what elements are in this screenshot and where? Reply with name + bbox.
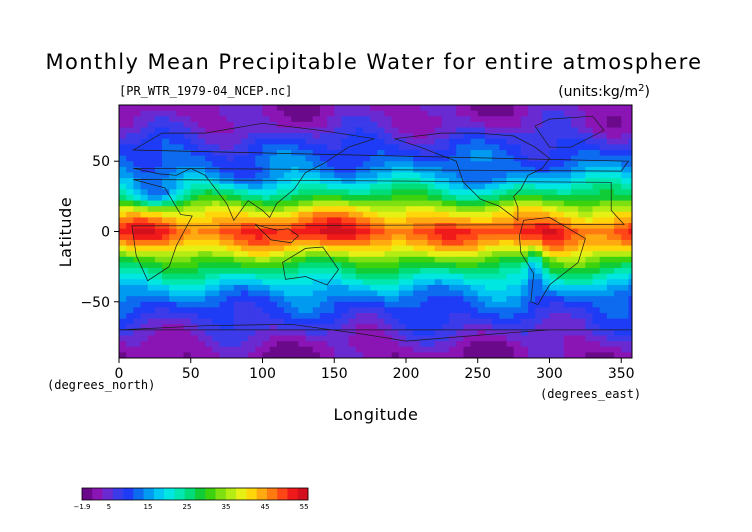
australia-outline xyxy=(282,246,339,286)
x-axis-ticks: 0 50 100 150 200 250 300 350 xyxy=(115,358,635,382)
colorbar-swatch xyxy=(153,488,165,500)
precipitable-water-field xyxy=(119,105,632,358)
colorbar-swatch xyxy=(266,488,278,500)
y-tick-label: −50 xyxy=(80,295,110,311)
y-axis-label: Latitude xyxy=(56,197,75,268)
colorbar-tick-label: 5 xyxy=(107,503,111,511)
x-axis-unit-label: (degrees_east) xyxy=(540,387,641,401)
x-tick-label: 250 xyxy=(464,366,491,382)
colorbar-swatch xyxy=(174,488,186,500)
units-label-close: ) xyxy=(645,84,650,100)
y-tick-label: 50 xyxy=(92,154,110,170)
greenland-outline xyxy=(534,115,605,148)
colorbar-swatch xyxy=(236,488,247,500)
y-tick-label: 0 xyxy=(101,225,110,241)
colorbar-swatch xyxy=(123,488,134,500)
units-label-exponent: 2 xyxy=(638,83,644,94)
y-axis-unit-label: (degrees_north) xyxy=(47,378,155,392)
colorbar-tick-label: 35 xyxy=(222,503,231,511)
europe-asia-outline xyxy=(132,122,630,222)
colorbar-swatch xyxy=(164,488,175,500)
units-label: (units:kg/m2) xyxy=(558,83,650,100)
colorbar-swatch xyxy=(184,488,196,500)
south-america-outline xyxy=(519,217,586,306)
colorbar-swatch xyxy=(82,488,93,500)
antarctica-outline xyxy=(119,323,632,342)
colorbar-swatch xyxy=(102,488,114,500)
chart-title: Monthly Mean Precipitable Water for enti… xyxy=(45,50,702,74)
colorbar-tick-label: 55 xyxy=(300,503,309,511)
colorbar-swatch xyxy=(143,488,155,500)
y-axis-ticks: 50 0 −50 xyxy=(80,154,119,311)
indonesia-outline xyxy=(255,224,299,244)
x-tick-label: 350 xyxy=(608,366,635,382)
colorbar-swatch xyxy=(225,488,237,500)
colorbar-swatch xyxy=(112,488,124,500)
x-tick-label: 50 xyxy=(182,366,200,382)
colorbar-swatch xyxy=(277,488,288,500)
source-file-label: [PR_WTR_1979-04_NCEP.nc] xyxy=(119,84,292,98)
colorbar-swatch xyxy=(195,488,206,500)
colorbar xyxy=(81,487,309,501)
units-label-base: (units:kg/m xyxy=(558,84,638,100)
colorbar-frame xyxy=(81,487,309,501)
africa-outline xyxy=(131,179,625,282)
colorbar-tick-label: 25 xyxy=(183,503,192,511)
colorbar-tick-labels: −1.9 5 15 25 35 45 55 xyxy=(74,503,309,511)
x-tick-label: 100 xyxy=(249,366,276,382)
x-tick-label: 0 xyxy=(115,366,124,382)
colorbar-swatch xyxy=(205,488,216,500)
continent-outlines xyxy=(119,115,632,342)
colorbar-tick-label: −1.9 xyxy=(74,503,91,511)
colorbar-swatch xyxy=(215,488,227,500)
colorbar-swatch xyxy=(287,488,299,500)
x-tick-label: 300 xyxy=(536,366,563,382)
colorbar-swatch xyxy=(92,488,103,500)
colorbar-tick-label: 15 xyxy=(144,503,153,511)
x-tick-label: 200 xyxy=(393,366,420,382)
x-axis-label: Longitude xyxy=(334,405,419,424)
colorbar-swatch xyxy=(256,488,268,500)
x-tick-label: 150 xyxy=(321,366,348,382)
colorbar-tick-label: 45 xyxy=(261,503,270,511)
north-america-outline xyxy=(394,132,550,222)
colorbar-swatch xyxy=(297,488,309,500)
colorbar-swatch xyxy=(246,488,257,500)
colorbar-swatch xyxy=(133,488,144,500)
